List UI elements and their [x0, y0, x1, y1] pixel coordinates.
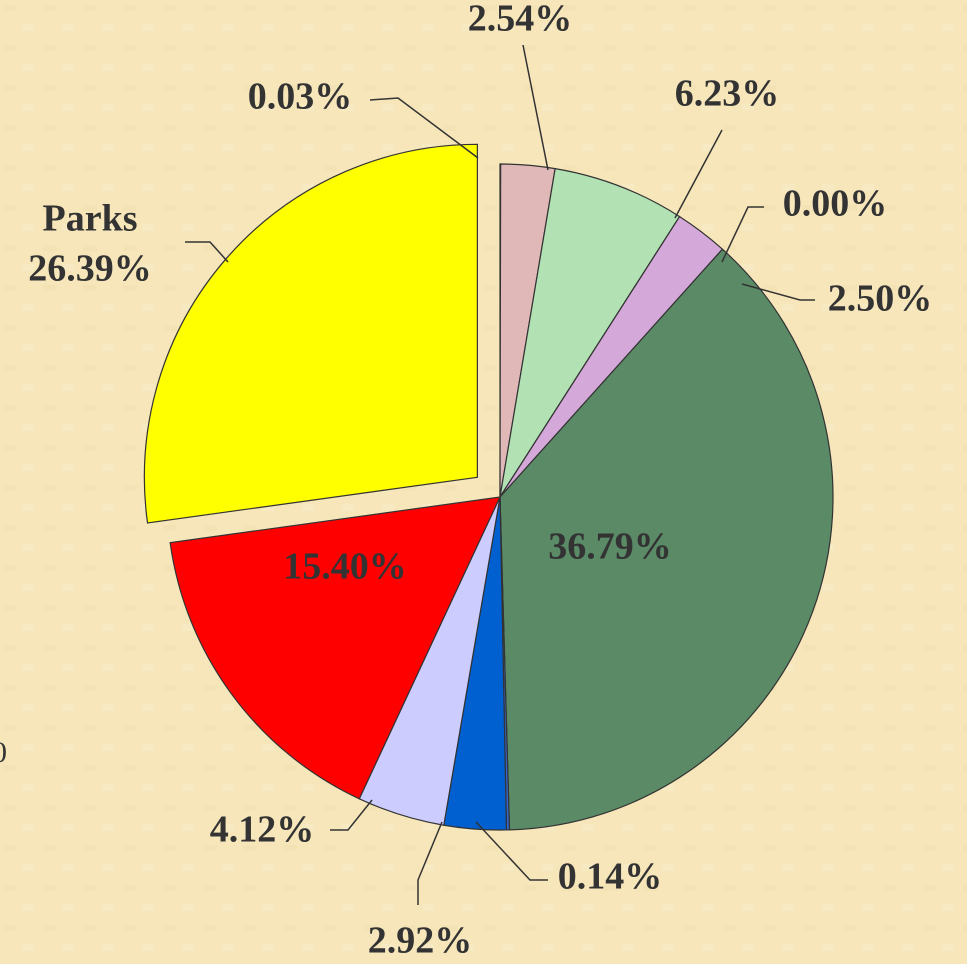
leader-line	[674, 129, 723, 219]
leader-line	[475, 821, 548, 881]
leader-line	[369, 97, 479, 159]
data-label: 0.00%	[783, 183, 888, 225]
data-label: 2.92%	[368, 920, 473, 962]
data-label: 4.12%	[210, 809, 315, 851]
cut-off-text: 0	[0, 736, 7, 769]
data-label: 15.40%	[283, 546, 407, 588]
data-label: 26.39%	[28, 248, 152, 290]
data-label: 2.50%	[828, 278, 933, 320]
leader-line	[185, 241, 229, 263]
data-label: 0.14%	[558, 856, 663, 898]
leader-line	[417, 821, 443, 905]
data-label: 6.23%	[675, 73, 780, 115]
leader-line	[330, 799, 373, 831]
pie-slice	[499, 248, 834, 831]
leader-line	[522, 44, 549, 171]
data-label: 0.03%	[248, 76, 353, 118]
pie-slice	[169, 496, 502, 800]
leader-line	[741, 283, 815, 301]
leader-line	[721, 206, 764, 263]
pie-slice	[143, 143, 478, 524]
category-label: Parks	[43, 198, 138, 240]
pie-slice	[499, 167, 681, 498]
data-label: 36.79%	[548, 526, 672, 568]
data-label: 2.54%	[468, 0, 573, 40]
